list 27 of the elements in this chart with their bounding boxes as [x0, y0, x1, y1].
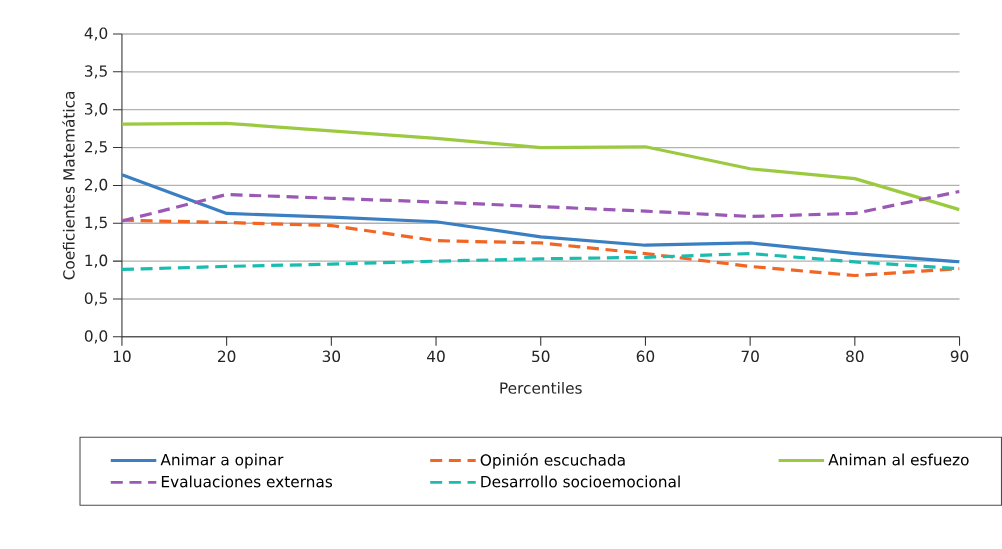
y-tick-label: 2,0 [84, 178, 108, 193]
line-series [121, 189, 960, 223]
y-tick-label: 3,0 [85, 103, 108, 117]
y-axis-title: Coeficientes Matemática [62, 92, 75, 280]
x-tick-label: 30 [322, 350, 341, 363]
y-tick-label: 4,0 [84, 27, 108, 41]
x-axis-title: Percentiles [500, 382, 582, 394]
legend-label: Animar a opinar [160, 453, 284, 469]
y-tick-label: 3,5 [85, 65, 107, 79]
x-tick-label: 10 [113, 350, 131, 363]
y-tick-label: 2,5 [84, 141, 107, 155]
x-tick-label: 40 [427, 350, 445, 363]
y-tick-label: 0,0 [84, 330, 108, 344]
y-tick-label: 1,0 [85, 254, 108, 268]
legend-label: Animan al esfuezo [828, 453, 969, 466]
y-tick-label: 0,5 [84, 292, 107, 306]
x-tick-label: 90 [950, 350, 969, 363]
x-tick-label: 80 [846, 350, 864, 363]
x-tick-label: 20 [218, 350, 236, 363]
y-tick-label: 1,5 [85, 216, 107, 230]
legend-label: Evaluaciones externas [161, 475, 333, 488]
legend-label: Opinión escuchada [480, 453, 625, 469]
x-tick-label: 70 [741, 350, 759, 363]
x-tick-label: 50 [532, 350, 550, 363]
legend-label: Desarrollo socioemocional [481, 475, 680, 488]
line-series [121, 173, 960, 264]
x-tick-label: 60 [636, 350, 655, 363]
